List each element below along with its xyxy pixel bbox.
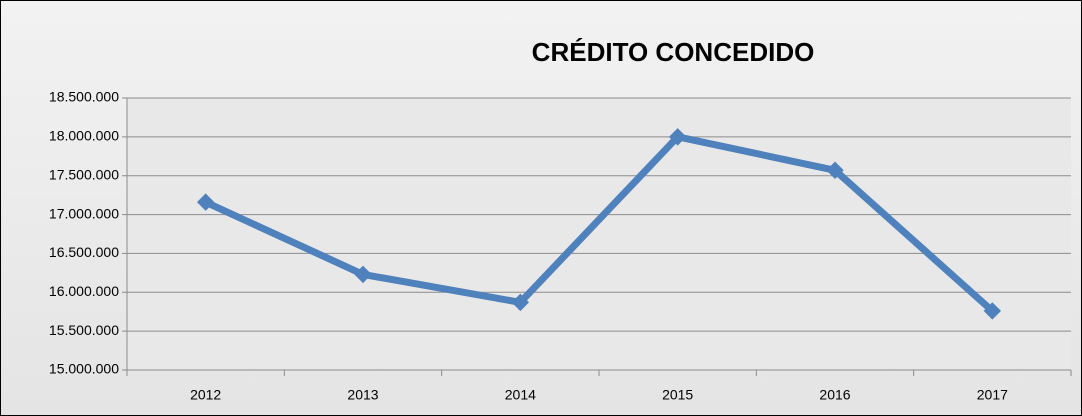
marker [826,161,844,179]
x-tick-label: 2015 [662,387,693,403]
line [204,133,995,314]
x-tick-label: 2012 [190,387,221,403]
x-tick-label: 2016 [819,387,850,403]
plot-area [127,98,1071,370]
y-tick-label: 16.500.000 [49,244,119,260]
y-tick-label: 15.500.000 [49,322,119,338]
x-tick-label: 2017 [977,387,1008,403]
x-tick-label: 2013 [347,387,378,403]
marker [983,302,1002,320]
marker [196,193,215,211]
chart-title: CRÉDITO CONCEDIDO [532,37,815,67]
marker [511,293,530,312]
marker [668,128,687,146]
y-tick-label: 17.500.000 [49,166,119,182]
marker [354,265,372,284]
y-tick-label: 18.500.000 [49,89,119,105]
y-tick-label: 15.000.000 [49,361,119,377]
y-tick-label: 18.000.000 [49,128,119,144]
y-tick-label: 16.000.000 [49,283,119,299]
y-tick-label: 17.000.000 [49,205,119,221]
x-tick-label: 2014 [505,387,536,403]
